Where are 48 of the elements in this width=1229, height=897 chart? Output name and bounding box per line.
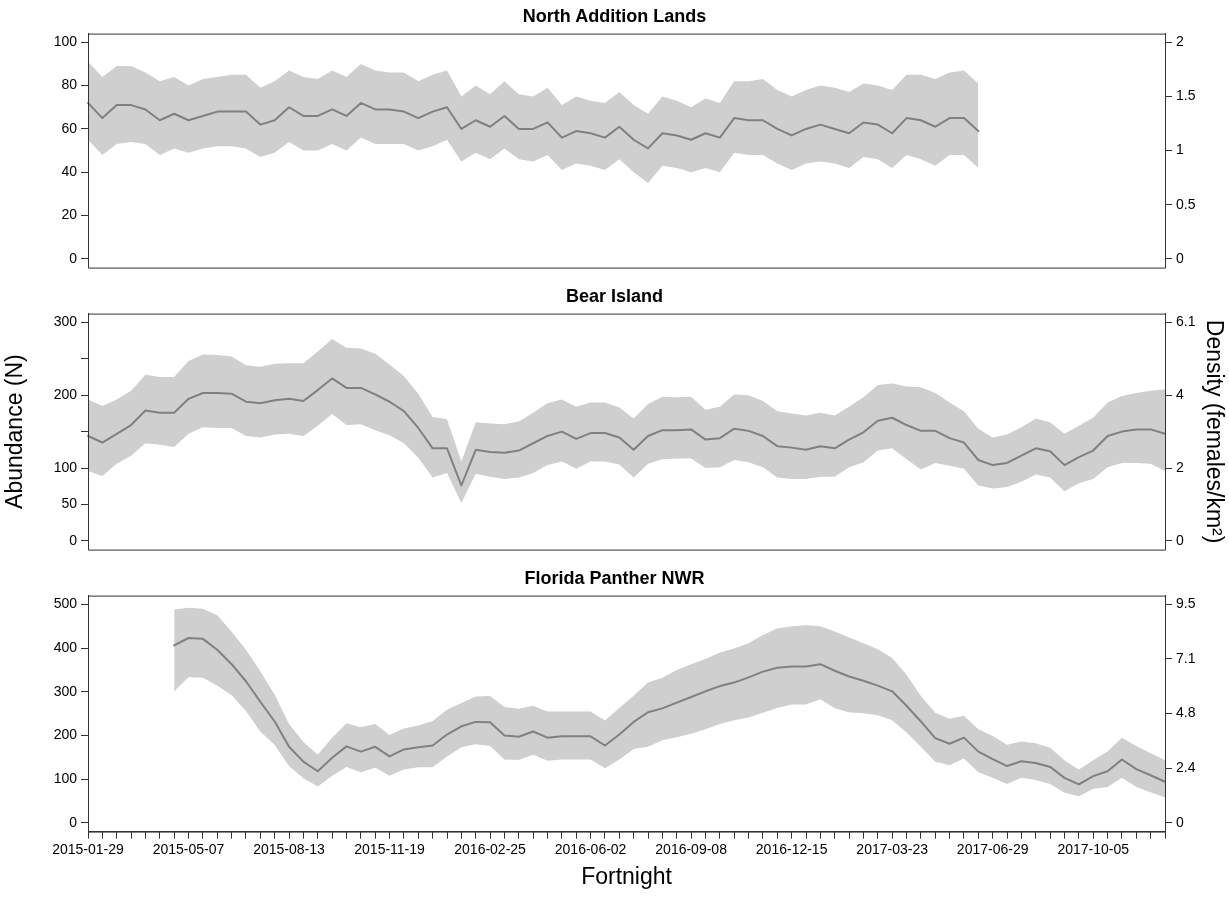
y2-tick-label: 0.5 xyxy=(1176,195,1196,212)
y2-tick-label: 6.1 xyxy=(1176,313,1196,330)
x-tick-label: 2015-01-29 xyxy=(52,840,125,857)
y-tick-label: 20 xyxy=(61,206,78,223)
chart-title: North Addition Lands xyxy=(522,5,707,26)
y-axis-title: Abundance (N) xyxy=(1,354,28,509)
y2-tick-label: 7.1 xyxy=(1176,649,1196,666)
y-tick-label: 60 xyxy=(61,119,78,136)
y2-tick-label: 0 xyxy=(1176,249,1184,266)
y-tick-label: 200 xyxy=(53,386,78,403)
y2-tick-label: 4 xyxy=(1176,385,1184,402)
y2-tick-label: 1.5 xyxy=(1176,87,1196,104)
y-tick-label: 80 xyxy=(61,76,78,93)
x-axis-title: Fortnight xyxy=(581,862,673,889)
y-tick-label: 100 xyxy=(53,770,78,787)
x-tick-label: 2015-11-19 xyxy=(354,840,426,857)
x-tick-label: 2016-12-15 xyxy=(755,840,828,857)
y-tick-label: 500 xyxy=(53,595,78,612)
y2-tick-label: 2 xyxy=(1176,459,1184,476)
x-tick-label: 2016-09-08 xyxy=(655,840,728,857)
y2-tick-label: 0 xyxy=(1176,813,1184,830)
x-tick-label: 2017-10-05 xyxy=(1057,840,1130,857)
y2-tick-label: 2 xyxy=(1176,33,1184,50)
x-tick-label: 2016-06-02 xyxy=(554,840,627,857)
y-tick-label: 0 xyxy=(69,249,78,266)
y-tick-label: 300 xyxy=(53,313,78,330)
y-tick-label: 200 xyxy=(53,726,78,743)
y-tick-label: 100 xyxy=(53,458,78,475)
y2-tick-label: 4.8 xyxy=(1176,704,1196,721)
y2-tick-label: 2.4 xyxy=(1176,759,1196,776)
y2-tick-label: 9.5 xyxy=(1176,595,1196,612)
x-tick-label: 2015-05-07 xyxy=(152,840,225,857)
y2-axis-title: Density (females/km²) xyxy=(1201,319,1228,544)
y-tick-label: 50 xyxy=(61,495,78,512)
chart-title: Bear Island xyxy=(565,285,664,306)
y-tick-label: 400 xyxy=(53,638,78,655)
y2-tick-label: 0 xyxy=(1176,531,1184,548)
y-tick-label: 100 xyxy=(53,33,78,50)
y-tick-label: 0 xyxy=(69,813,78,830)
y-tick-label: 300 xyxy=(53,682,78,699)
y-tick-label: 0 xyxy=(69,531,78,548)
chart-title: Florida Panther NWR xyxy=(524,567,705,588)
x-tick-label: 2016-02-25 xyxy=(454,840,527,857)
x-tick-label: 2017-06-29 xyxy=(956,840,1029,857)
y2-tick-label: 1 xyxy=(1176,141,1184,158)
x-tick-label: 2015-08-13 xyxy=(253,840,326,857)
x-tick-label: 2017-03-23 xyxy=(856,840,929,857)
y-tick-label: 40 xyxy=(61,163,78,180)
